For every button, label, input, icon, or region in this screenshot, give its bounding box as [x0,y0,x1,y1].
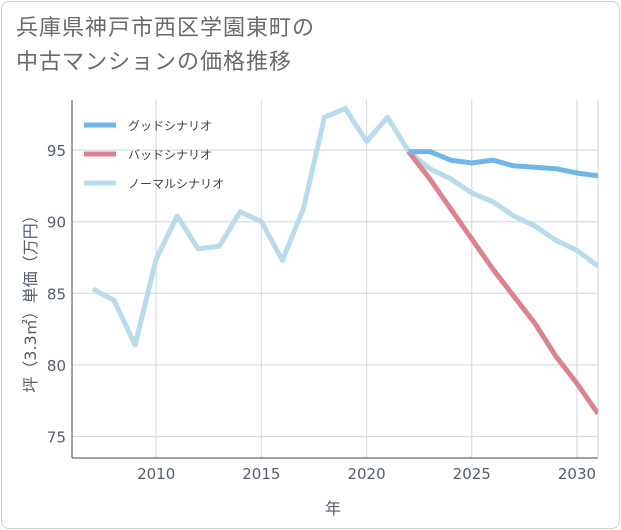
series-layer [91,106,598,416]
series-line-good [408,149,598,179]
x-tick-label: 2025 [453,465,491,483]
legend-label: バッドシナリオ [128,148,212,162]
title-line-2: 中古マンションの価格推移 [16,50,293,75]
legend-label: ノーマルシナリオ [128,177,224,191]
title-line-1: 兵庫県神戸市西区学園東町の [16,16,316,41]
y-tick-label: 80 [47,357,66,375]
x-tick-label: 2015 [242,465,280,483]
x-tick-label: 2010 [137,465,175,483]
y-tick-label: 95 [47,142,66,160]
y-axis-label: 坪（3.3㎡）単価（万円） [21,207,40,392]
series-line-bad [406,150,598,416]
x-tick-label: 2030 [558,465,596,483]
series-line-normal [91,106,598,348]
legend-label: グッドシナリオ [128,119,212,133]
x-axis-label: 年 [325,499,341,518]
grid-lines [72,100,598,458]
x-tick-label: 2020 [347,465,385,483]
chart-title: 兵庫県神戸市西区学園東町の 中古マンションの価格推移 [16,12,315,80]
axes: 75 80 85 90 95 2010 2015 2020 2025 2030 [47,100,599,483]
y-tick-label: 75 [47,429,66,447]
y-tick-label: 90 [47,214,66,232]
y-tick-label: 85 [47,285,66,303]
